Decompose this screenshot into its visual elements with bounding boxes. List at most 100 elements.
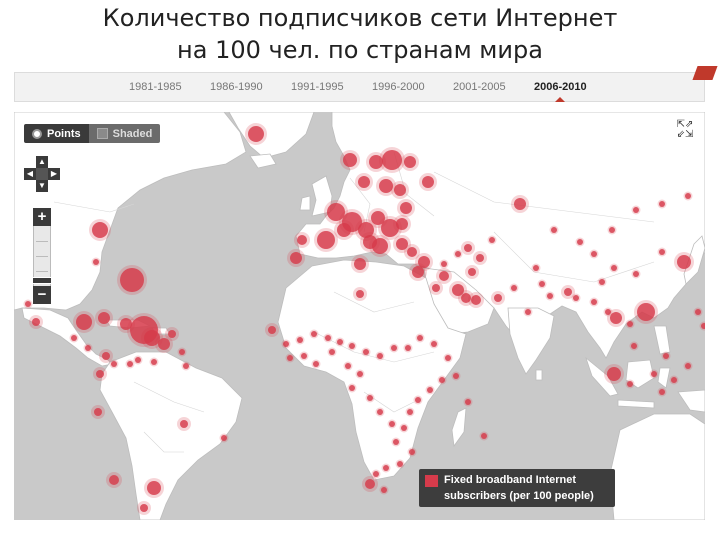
subscriber-marker[interactable] [396,218,408,230]
subscriber-marker[interactable] [607,367,621,381]
subscriber-marker[interactable] [400,202,412,214]
subscriber-marker[interactable] [168,330,176,338]
subscriber-marker[interactable] [695,309,701,315]
pan-center[interactable] [36,168,48,180]
subscriber-marker[interactable] [358,176,370,188]
subscriber-marker[interactable] [599,279,605,285]
subscriber-marker[interactable] [685,193,691,199]
subscriber-marker[interactable] [412,266,424,278]
subscriber-marker[interactable] [476,254,484,262]
zoom-slider[interactable] [33,226,51,286]
subscriber-marker[interactable] [464,244,472,252]
subscriber-marker[interactable] [144,330,160,346]
subscriber-marker[interactable] [365,479,375,489]
subscriber-marker[interactable] [611,265,617,271]
subscriber-marker[interactable] [147,481,161,495]
subscriber-marker[interactable] [379,179,393,193]
subscriber-marker[interactable] [539,281,545,287]
subscriber-marker[interactable] [383,465,389,471]
period-1986-1990[interactable]: 1986-1990 [210,81,263,93]
subscriber-marker[interactable] [111,361,117,367]
subscriber-marker[interactable] [327,203,345,221]
world-map[interactable]: Points Shaded ▲ ◀ ▶ ▼ + − ⇱⇗ ⇙⇲ [14,112,705,520]
subscriber-marker[interactable] [404,156,416,168]
subscriber-marker[interactable] [98,312,110,324]
subscriber-marker[interactable] [372,238,388,254]
subscriber-marker[interactable] [663,353,669,359]
subscriber-marker[interactable] [396,238,408,250]
arrow-right-icon[interactable]: ▶ [48,168,60,180]
subscriber-marker[interactable] [140,504,148,512]
subscriber-marker[interactable] [445,355,451,361]
arrow-down-icon[interactable]: ▼ [36,180,48,192]
subscriber-marker[interactable] [297,337,303,343]
expand-arrows-icon[interactable]: ⇱⇗ ⇙⇲ [676,119,694,140]
subscriber-marker[interactable] [381,487,387,493]
subscriber-marker[interactable] [183,363,189,369]
subscriber-marker[interactable] [337,339,343,345]
subscriber-marker[interactable] [93,259,99,265]
subscriber-marker[interactable] [356,290,364,298]
subscriber-marker[interactable] [373,471,379,477]
subscriber-marker[interactable] [659,249,665,255]
subscriber-marker[interactable] [627,381,633,387]
subscriber-marker[interactable] [377,409,383,415]
subscriber-marker[interactable] [32,318,40,326]
subscriber-marker[interactable] [354,258,366,270]
subscriber-marker[interactable] [301,353,307,359]
subscriber-marker[interactable] [431,341,437,347]
subscriber-marker[interactable] [605,309,611,315]
subscriber-marker[interactable] [371,211,385,225]
subscriber-marker[interactable] [407,247,417,257]
subscriber-marker[interactable] [393,439,399,445]
subscriber-marker[interactable] [415,397,421,403]
zoom-slider-thumb[interactable] [33,277,51,284]
subscriber-marker[interactable] [94,408,102,416]
subscriber-marker[interactable] [514,198,526,210]
subscriber-marker[interactable] [627,321,633,327]
subscriber-marker[interactable] [471,295,481,305]
subscriber-marker[interactable] [313,361,319,367]
subscriber-marker[interactable] [317,231,335,249]
subscriber-marker[interactable] [468,268,476,276]
subscriber-marker[interactable] [427,387,433,393]
subscriber-marker[interactable] [573,295,579,301]
subscriber-marker[interactable] [637,303,655,321]
subscriber-marker[interactable] [349,343,355,349]
subscriber-marker[interactable] [297,235,307,245]
subscriber-marker[interactable] [659,201,665,207]
subscriber-marker[interactable] [439,271,449,281]
subscriber-marker[interactable] [363,349,369,355]
subscriber-marker[interactable] [701,323,705,329]
subscriber-marker[interactable] [389,421,395,427]
subscriber-marker[interactable] [127,361,133,367]
subscriber-marker[interactable] [671,377,677,383]
subscriber-marker[interactable] [547,293,553,299]
subscriber-marker[interactable] [452,284,464,296]
subscriber-marker[interactable] [337,223,351,237]
subscriber-marker[interactable] [417,335,423,341]
subscriber-marker[interactable] [465,399,471,405]
subscriber-marker[interactable] [409,449,415,455]
subscriber-marker[interactable] [511,285,517,291]
subscriber-marker[interactable] [677,255,691,269]
subscriber-marker[interactable] [358,222,374,238]
subscriber-marker[interactable] [651,371,657,377]
subscriber-marker[interactable] [268,326,276,334]
subscriber-marker[interactable] [633,207,639,213]
subscriber-marker[interactable] [405,345,411,351]
zoom-in-button[interactable]: + [33,208,51,226]
subscriber-marker[interactable] [283,341,289,347]
period-2006-2010[interactable]: 2006-2010 [534,81,587,93]
arrow-up-icon[interactable]: ▲ [36,156,48,168]
period-1981-1985[interactable]: 1981-1985 [129,81,182,93]
subscriber-marker[interactable] [248,126,264,142]
subscriber-marker[interactable] [85,345,91,351]
subscriber-marker[interactable] [591,299,597,305]
subscriber-marker[interactable] [397,461,403,467]
points-option[interactable]: Points [24,124,89,143]
subscriber-marker[interactable] [92,222,108,238]
subscriber-marker[interactable] [591,251,597,257]
subscriber-marker[interactable] [401,425,407,431]
arrow-left-icon[interactable]: ◀ [24,168,36,180]
